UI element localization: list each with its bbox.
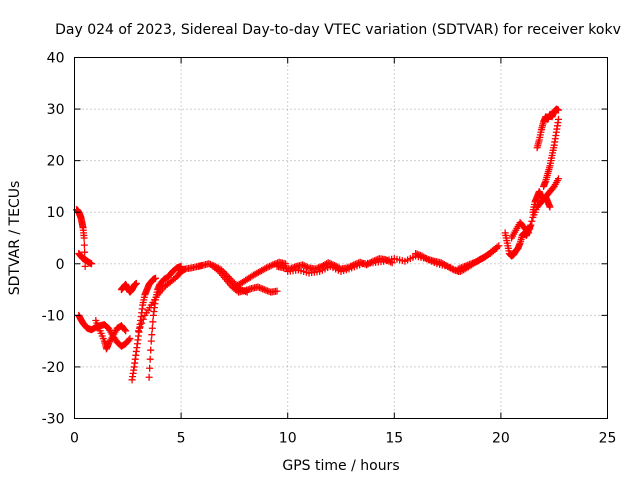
data-point <box>146 355 154 363</box>
data-point <box>126 335 134 343</box>
data-point <box>273 287 281 295</box>
data-point <box>121 326 129 334</box>
chart-title: Day 024 of 2023, Sidereal Day-to-day VTE… <box>55 22 621 38</box>
x-tick-label: 5 <box>177 431 186 447</box>
y-tick-label: 40 <box>47 51 65 67</box>
data-point <box>80 241 88 249</box>
data-point <box>554 115 562 123</box>
data-point <box>136 323 144 331</box>
data-point <box>147 337 155 345</box>
data-point <box>80 234 88 242</box>
data-point <box>491 246 499 254</box>
data-point <box>266 262 274 270</box>
data-point <box>526 225 534 233</box>
x-tick-label: 10 <box>279 431 297 447</box>
data-point <box>81 262 89 270</box>
data-point <box>145 373 153 381</box>
y-tick-label: 20 <box>47 154 65 170</box>
data-point <box>88 260 96 268</box>
data-points <box>73 105 562 384</box>
y-tick-label: -20 <box>42 360 65 376</box>
y-tick-label: -10 <box>42 308 65 324</box>
data-point <box>302 262 310 270</box>
y-tick-label: 30 <box>47 102 65 118</box>
x-tick-label: 20 <box>492 431 510 447</box>
data-point <box>134 327 142 335</box>
data-point <box>148 331 156 339</box>
data-point <box>546 203 554 211</box>
axis-ticks <box>74 57 608 419</box>
data-point <box>299 261 307 269</box>
x-tick-label: 15 <box>385 431 403 447</box>
data-point <box>138 319 146 327</box>
data-point <box>122 327 130 335</box>
x-axis-label: GPS time / hours <box>282 458 399 474</box>
y-tick-label: 0 <box>56 257 65 273</box>
data-point <box>528 217 536 225</box>
data-point <box>525 229 533 237</box>
data-point <box>214 266 222 274</box>
data-point <box>132 279 140 287</box>
data-point <box>527 221 535 229</box>
data-point <box>554 106 562 114</box>
grid <box>74 57 608 419</box>
data-point <box>152 274 160 282</box>
data-point <box>147 346 155 354</box>
y-tick-label: 10 <box>47 205 65 221</box>
data-point <box>493 244 501 252</box>
data-point <box>300 262 308 270</box>
data-point <box>125 336 133 344</box>
x-tick-label: 25 <box>599 431 617 447</box>
y-tick-labels: -30 -20 -10 0 10 20 30 40 <box>42 51 65 428</box>
data-point <box>303 263 311 271</box>
data-point <box>146 364 154 372</box>
data-point <box>448 265 456 273</box>
data-point <box>261 265 269 273</box>
data-point <box>264 263 272 271</box>
data-point <box>139 315 147 323</box>
data-point <box>81 248 89 256</box>
data-point <box>148 324 156 332</box>
x-tick-label: 0 <box>70 431 79 447</box>
data-point <box>149 318 157 326</box>
plot-frame <box>74 57 608 419</box>
data-point <box>262 264 270 272</box>
y-tick-label: -30 <box>42 412 65 428</box>
data-point <box>267 262 275 270</box>
data-point <box>423 255 431 263</box>
y-axis-label: SDTVAR / TECUs <box>7 181 23 296</box>
data-point <box>554 175 562 183</box>
x-tick-labels: 0 5 10 15 20 25 <box>70 431 616 447</box>
